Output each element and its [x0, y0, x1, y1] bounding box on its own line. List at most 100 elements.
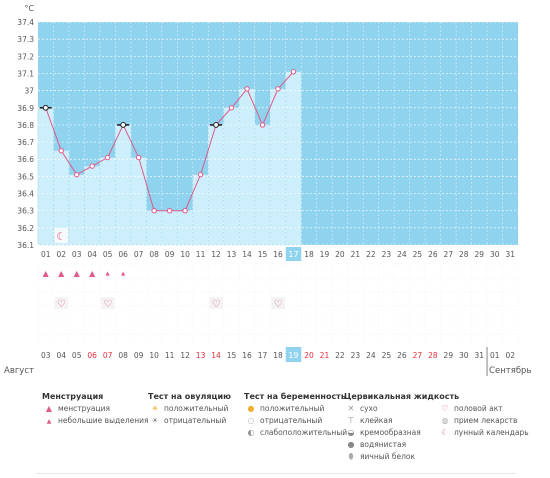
- legend-item-label: слабоположительный: [260, 428, 348, 437]
- circle-positive-icon: ●: [247, 404, 255, 413]
- legend-item-label: лунный календарь: [454, 428, 529, 437]
- legend-item-moon: ☾ лунный календарь: [440, 428, 529, 437]
- cycle-day-label: 22: [366, 250, 376, 259]
- temperature-point: [275, 86, 281, 92]
- legend-item-label: кремообразная: [360, 428, 421, 437]
- cycle-day-label: 13: [227, 250, 237, 259]
- month-label-start: Август: [4, 366, 34, 376]
- heart-icon: ♡: [103, 299, 112, 310]
- menstruation-drop-icon: ▲: [74, 269, 81, 278]
- legend-item-spotting: ▲ небольшие выделения: [44, 416, 149, 425]
- legend-title-ovulation: Тест на овуляцию: [148, 392, 231, 401]
- creamy-icon: ◒: [347, 428, 355, 437]
- legend-item-label: водянистая: [360, 440, 407, 449]
- calendar-date-label: 18: [273, 351, 283, 360]
- calendar-date-label: 16: [242, 351, 252, 360]
- heart-icon: ♡: [212, 299, 221, 310]
- sun-negative-icon: ☀: [151, 416, 159, 425]
- y-axis-unit: °C: [24, 4, 34, 13]
- cycle-day-label: 01: [41, 250, 51, 259]
- legend-item-label: положительный: [260, 404, 325, 413]
- y-tick-label: 36.6: [17, 155, 34, 164]
- temperature-point: [58, 147, 64, 154]
- calendar-date-label: 19: [288, 351, 298, 360]
- calendar-date-label: 22: [335, 351, 345, 360]
- temperature-point: [182, 207, 188, 214]
- legend-item-label: положительный: [164, 404, 229, 413]
- intercourse-cell: [100, 297, 115, 309]
- cycle-day-label: 11: [196, 250, 206, 259]
- y-tick-label: 36.1: [17, 241, 34, 250]
- legend-item-label: клейкая: [360, 416, 393, 425]
- temperature-bar: [192, 174, 209, 246]
- cycle-day-label: 31: [505, 250, 515, 259]
- legend-item-label: небольшие выделения: [58, 416, 149, 425]
- intercourse-cell: [271, 297, 285, 309]
- temperature-point: [228, 105, 235, 111]
- cycle-day-label: 23: [382, 250, 392, 259]
- temperature-point: [104, 154, 111, 161]
- current-day-highlight: [285, 247, 302, 261]
- cycle-day-label: 02: [56, 250, 66, 259]
- legend-item-egg-white: ⬮ яичный белок: [346, 452, 415, 462]
- cycle-day-label: 18: [304, 250, 314, 259]
- y-tick-label: 36.9: [17, 104, 34, 113]
- calendar-date-label: 25: [382, 351, 392, 360]
- calendar-date-label: 20: [304, 351, 314, 360]
- heart-icon: ♡: [441, 404, 449, 413]
- calendar-date-label: 17: [258, 351, 268, 360]
- cycle-day-label: 04: [87, 250, 97, 259]
- cycle-day-label: 06: [118, 250, 128, 259]
- cycle-day-label: 03: [72, 250, 82, 259]
- month-label-next: Сентябрь: [489, 366, 531, 376]
- y-tick-label: 37: [24, 87, 34, 96]
- y-tick-label: 36.2: [17, 224, 34, 233]
- legend-title-pregnancy: Тест на беременность: [244, 392, 346, 401]
- bbt-chart: 37.4 37.3 37.2 37.1 37 36.9 36.8 36.7 36.6 36.5 36…: [4, 4, 531, 376]
- pill-icon: ◍: [441, 416, 449, 425]
- circle-negative-icon: ○: [247, 416, 255, 425]
- cycle-day-label: 25: [413, 250, 423, 259]
- cycle-day-label: 29: [475, 250, 485, 259]
- y-tick-label: 37.3: [17, 35, 34, 44]
- calendar-date-label: 09: [134, 351, 144, 360]
- temperature-point: [213, 122, 219, 128]
- watery-icon: ●: [347, 440, 355, 449]
- y-tick-label: 37.4: [17, 18, 34, 27]
- temperature-point: [166, 207, 173, 214]
- legend-item-dry: ✕ сухо: [346, 404, 378, 413]
- legend-item-pregnancy-negative: ○ отрицательный: [246, 416, 323, 425]
- cycle-day-label: 12: [211, 250, 221, 259]
- temperature-point: [74, 171, 80, 178]
- temperature-point: [89, 163, 95, 169]
- moon-cell: [54, 228, 68, 243]
- legend-item-creamy: ◒ кремообразная: [346, 428, 421, 437]
- legend-title-menstruation: Менструация: [42, 392, 104, 401]
- calendar-date-label: 30: [459, 351, 469, 360]
- legend-item-label: яичный белок: [360, 452, 416, 461]
- cycle-day-label: 26: [428, 250, 438, 259]
- calendar-date-label: 08: [118, 351, 128, 360]
- calendar-date-label: 31: [475, 351, 485, 360]
- legend-item-menstruation: ▲ менструация: [44, 404, 110, 413]
- cycle-day-label: 20: [335, 250, 345, 259]
- calendar-date-label: 11: [165, 351, 175, 360]
- calendar-date-label: 10: [149, 351, 159, 360]
- intercourse-cell: [54, 297, 68, 309]
- temperature-bar: [99, 157, 116, 246]
- calendar-date-label: 03: [41, 351, 51, 360]
- temperature-bar: [130, 157, 147, 246]
- cycle-day-label: 27: [444, 250, 454, 259]
- y-tick-label: 36.4: [17, 190, 34, 199]
- y-tick-label: 36.7: [17, 138, 34, 147]
- cycle-day-label: 19: [320, 250, 330, 259]
- intercourse-cell: [209, 297, 223, 309]
- y-tick-label: 36.8: [17, 121, 34, 130]
- calendar-date-label: 29: [444, 351, 454, 360]
- calendar-date-label: 23: [351, 351, 361, 360]
- legend-item-medication: ◍ прием лекарств: [440, 416, 518, 425]
- cycle-day-label: 30: [490, 250, 500, 259]
- legend-item-label: отрицательный: [260, 416, 323, 425]
- temperature-bar: [269, 88, 287, 246]
- calendar-date-label: 24: [366, 351, 376, 360]
